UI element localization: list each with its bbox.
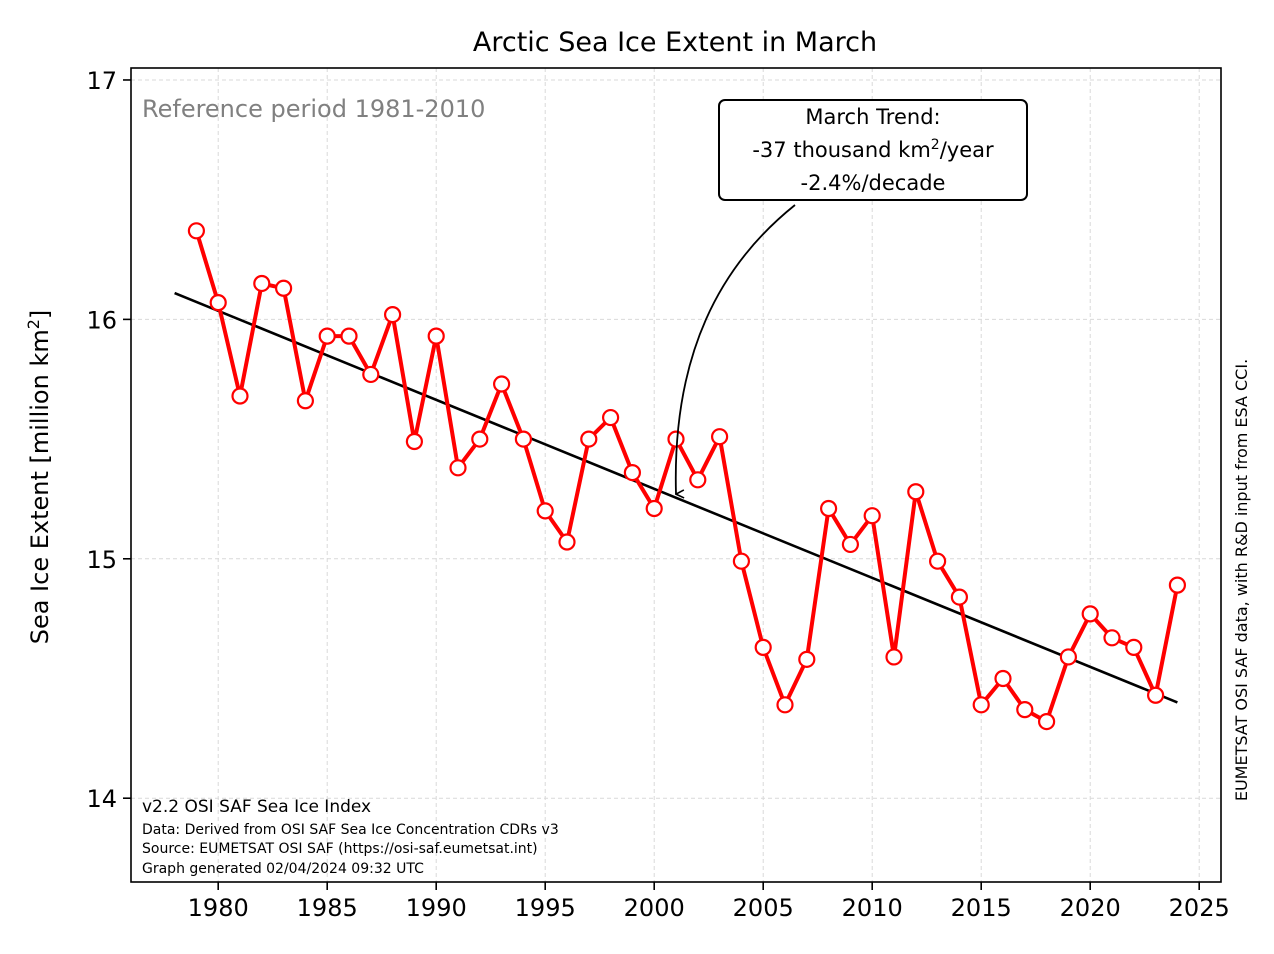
data-point xyxy=(754,638,772,656)
footer-generated: Graph generated 02/04/2024 09:32 UTC xyxy=(142,861,424,877)
x-tick-label: 2015 xyxy=(951,894,1012,922)
annotation-line-1: March Trend: xyxy=(805,105,940,129)
trend-annotation: March Trend: -37 thousand km2/year -2.4%… xyxy=(718,99,1028,201)
footer-version: v2.2 OSI SAF Sea Ice Index xyxy=(142,797,371,817)
data-point xyxy=(209,294,227,312)
data-point xyxy=(449,459,467,477)
data-point xyxy=(471,430,489,448)
data-point xyxy=(384,305,402,324)
data-point xyxy=(536,502,554,520)
data-point xyxy=(710,428,729,446)
x-tick-label: 2005 xyxy=(733,894,794,922)
plot-frame xyxy=(130,67,1222,883)
data-point xyxy=(841,535,860,554)
data-point xyxy=(296,392,314,410)
data-point xyxy=(275,279,293,297)
data-point xyxy=(231,387,249,405)
data-point xyxy=(187,222,205,240)
data-point xyxy=(558,533,576,551)
data-point xyxy=(405,432,423,451)
data-point xyxy=(732,552,751,570)
y-axis-label: Sea Ice Extent [million km2] xyxy=(24,310,54,645)
data-point xyxy=(885,648,903,666)
x-tick-label: 2025 xyxy=(1169,894,1230,922)
data-point xyxy=(950,588,969,606)
data-point xyxy=(580,430,598,448)
data-point xyxy=(1016,701,1034,719)
data-point xyxy=(493,375,511,393)
y-tick-label: 14 xyxy=(86,785,117,813)
data-point xyxy=(514,430,533,448)
credit-label: EUMETSAT OSI SAF data, with R&D input fr… xyxy=(1232,359,1251,801)
x-tick-label: 1990 xyxy=(406,894,467,922)
x-tick-label: 1980 xyxy=(188,894,249,922)
data-point xyxy=(928,552,947,570)
data-point xyxy=(798,650,816,668)
x-tick-label: 2020 xyxy=(1060,894,1121,922)
data-points xyxy=(187,222,1187,731)
annotation-box xyxy=(718,99,1028,201)
data-point xyxy=(427,327,445,345)
footer-source: Source: EUMETSAT OSI SAF (https://osi-sa… xyxy=(142,841,538,857)
grid-lines xyxy=(131,68,1221,882)
data-point xyxy=(907,483,925,501)
trend-line xyxy=(174,291,1178,704)
data-point xyxy=(1168,576,1187,594)
data-point xyxy=(819,499,838,518)
annotation-arrow xyxy=(676,204,796,494)
data-point xyxy=(1059,648,1078,666)
y-tick-label: 16 xyxy=(86,306,117,334)
y-tick-label: 17 xyxy=(86,67,117,95)
y-tick-label: 15 xyxy=(86,546,117,574)
data-point xyxy=(1125,638,1143,656)
data-point xyxy=(362,365,380,384)
reference-period-label: Reference period 1981-2010 xyxy=(142,95,485,123)
x-tick-label: 2010 xyxy=(842,894,903,922)
data-point xyxy=(863,507,881,525)
data-point xyxy=(623,464,642,482)
x-tick-label: 2000 xyxy=(624,894,685,922)
data-point xyxy=(972,696,990,714)
annotation-line-2: -37 thousand km2/year xyxy=(752,137,994,162)
data-point xyxy=(994,669,1012,688)
data-point xyxy=(1103,629,1121,647)
annotation-line-3: -2.4%/decade xyxy=(801,171,946,195)
series-line xyxy=(194,230,1180,724)
data-point xyxy=(340,327,358,345)
data-point xyxy=(689,471,707,489)
data-point xyxy=(253,274,271,293)
data-point xyxy=(601,408,620,427)
chart-title: Arctic Sea Ice Extent in March xyxy=(473,27,877,58)
data-point xyxy=(645,499,663,518)
data-point xyxy=(1081,605,1099,623)
x-tick-label: 1985 xyxy=(297,894,358,922)
data-point xyxy=(1037,712,1056,731)
footer-data-source: Data: Derived from OSI SAF Sea Ice Conce… xyxy=(142,822,559,838)
x-axis: 1980 1985 1990 1995 2000 2005 2010 2015 2020 2025 xyxy=(188,882,1230,922)
data-point xyxy=(318,327,336,345)
data-point xyxy=(1146,686,1165,704)
x-tick-label: 1995 xyxy=(515,894,576,922)
data-point xyxy=(776,696,794,714)
y-axis: 14 15 16 17 xyxy=(86,67,131,813)
